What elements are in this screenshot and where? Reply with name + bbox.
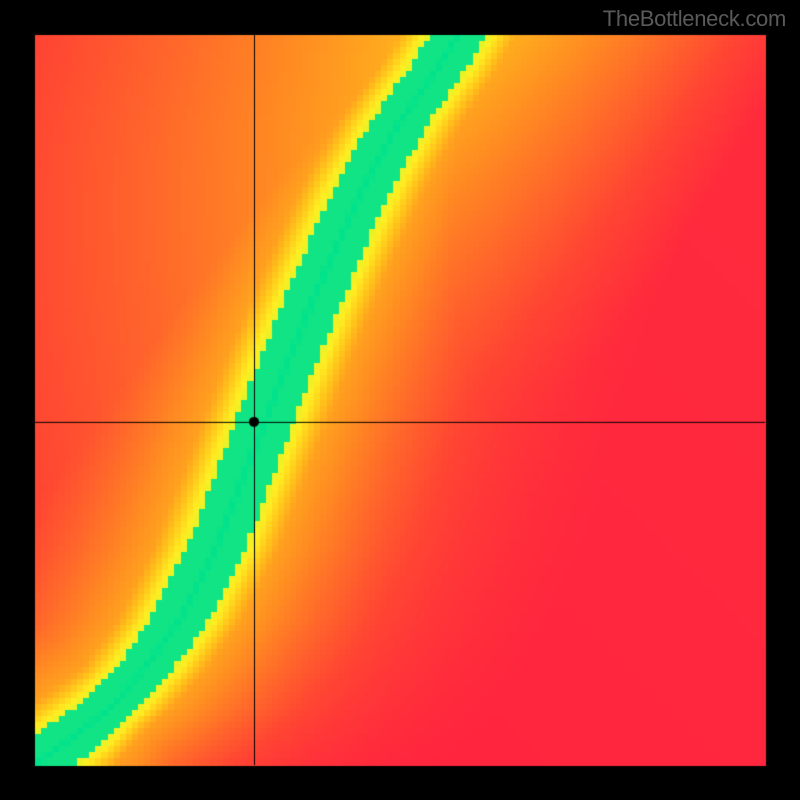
- watermark-text: TheBottleneck.com: [603, 6, 786, 32]
- bottleneck-heatmap: [0, 0, 800, 800]
